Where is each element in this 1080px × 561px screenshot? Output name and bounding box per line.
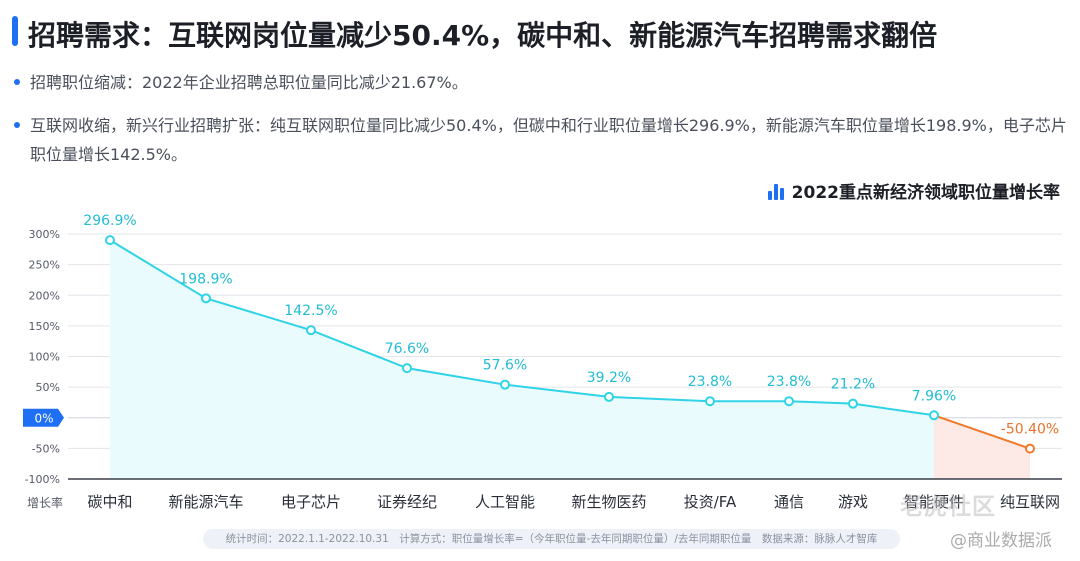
y-tick-label: 0%: [34, 411, 53, 425]
bullet-item: 招聘职位缩减：2022年企业招聘总职位量同比减少21.67%。: [14, 68, 1070, 97]
data-point: [705, 396, 715, 407]
data-point: [402, 363, 412, 374]
data-label: 142.5%: [284, 303, 337, 319]
chart-axes: 300% 250% 200% 150% 100% 50% 0% -50% -100% 增长率 碳中和…: [23, 228, 1062, 511]
x-tick-label: 智能硬件: [904, 493, 964, 511]
data-label: 39.2%: [587, 370, 631, 386]
data-label: 21.2%: [831, 377, 875, 393]
watermark: 老虎社区: [900, 494, 996, 520]
x-tick-label: 投资/FA: [684, 493, 737, 511]
y-tick-label: -100%: [25, 473, 60, 486]
x-tick-label: 证券经纪: [377, 493, 437, 511]
area-fill-positive: [110, 240, 934, 479]
data-point: [848, 398, 858, 409]
y-tick-label: 250%: [29, 259, 60, 272]
data-label: -50.40%: [1001, 422, 1059, 438]
data-point: [306, 325, 316, 336]
line-chart: 296.9% 198.9% 142.5% 76.6% 57.6% 39.2% 23.8% 23…: [23, 213, 1062, 511]
x-tick-label: 电子芯片: [281, 493, 341, 511]
watermark-handle: @商业数据派: [950, 531, 1052, 551]
y-tick-label: 200%: [29, 289, 60, 302]
data-point: [1025, 443, 1035, 454]
area-fill-negative: [934, 415, 1030, 479]
data-point: [604, 391, 614, 402]
data-point: [105, 235, 115, 246]
data-label: 7.96%: [912, 388, 956, 404]
x-tick-label: 纯互联网: [1000, 493, 1060, 511]
data-point: [201, 293, 211, 304]
chart-area-fill: [110, 240, 1030, 479]
data-label: 23.8%: [767, 374, 811, 390]
y-tick-label: 150%: [29, 320, 60, 333]
data-label: 296.9%: [83, 213, 136, 229]
data-label: 23.8%: [688, 374, 732, 390]
x-tick-label: 新能源汽车: [168, 493, 243, 511]
data-point: [500, 379, 510, 390]
chart-title: 2022重点新经济领域职位量增长率: [767, 178, 1060, 203]
bullet-dot-icon: [14, 79, 20, 85]
data-point: [929, 410, 939, 421]
page-title: 招聘需求：互联网岗位量减少50.4%，碳中和、新能源汽车招聘需求翻倍: [28, 19, 938, 52]
bullet-item: 互联网收缩，新兴行业招聘扩张：纯互联网职位量同比减少50.4%，但碳中和行业职位…: [14, 111, 1070, 169]
x-tick-label: 新生物医药: [571, 493, 646, 511]
chart-line: [109, 239, 1031, 450]
x-tick-label: 通信: [774, 493, 804, 511]
y-tick-label: 100%: [29, 351, 60, 364]
series-line: [109, 239, 935, 417]
x-tick-label: 人工智能: [475, 493, 535, 511]
chart-data-labels: 296.9% 198.9% 142.5% 76.6% 57.6% 39.2% 23.8% 23…: [83, 213, 1059, 437]
chart-title-text: 2022重点新经济领域职位量增长率: [791, 183, 1060, 203]
x-tick-label: 游戏: [838, 493, 868, 511]
x-tick-label: 碳中和: [87, 493, 132, 511]
data-label: 57.6%: [483, 358, 527, 374]
bullet-dot-icon: [14, 122, 20, 128]
y-tick-label: -50%: [32, 442, 60, 455]
zero-tag: [23, 408, 64, 427]
bullet-text: 招聘职位缩减：2022年企业招聘总职位量同比减少21.67%。: [30, 73, 468, 92]
y-tick-label: 300%: [29, 228, 60, 241]
footnote: 统计时间：2022.1.1-2022.10.31 计算方式：职位量增长率=（今年…: [203, 529, 900, 549]
data-label: 198.9%: [179, 271, 232, 287]
x-axis-title: 增长率: [27, 495, 63, 510]
bar-chart-icon: [767, 182, 784, 200]
title-accent-bar: [12, 16, 18, 46]
bullet-text: 互联网收缩，新兴行业招聘扩张：纯互联网职位量同比减少50.4%，但碳中和行业职位…: [30, 116, 1067, 164]
series-line-negative: [933, 414, 1031, 450]
data-label: 76.6%: [385, 341, 429, 357]
chart-points: [105, 235, 1035, 454]
y-tick-label: 50%: [36, 381, 60, 394]
data-point: [784, 396, 794, 407]
